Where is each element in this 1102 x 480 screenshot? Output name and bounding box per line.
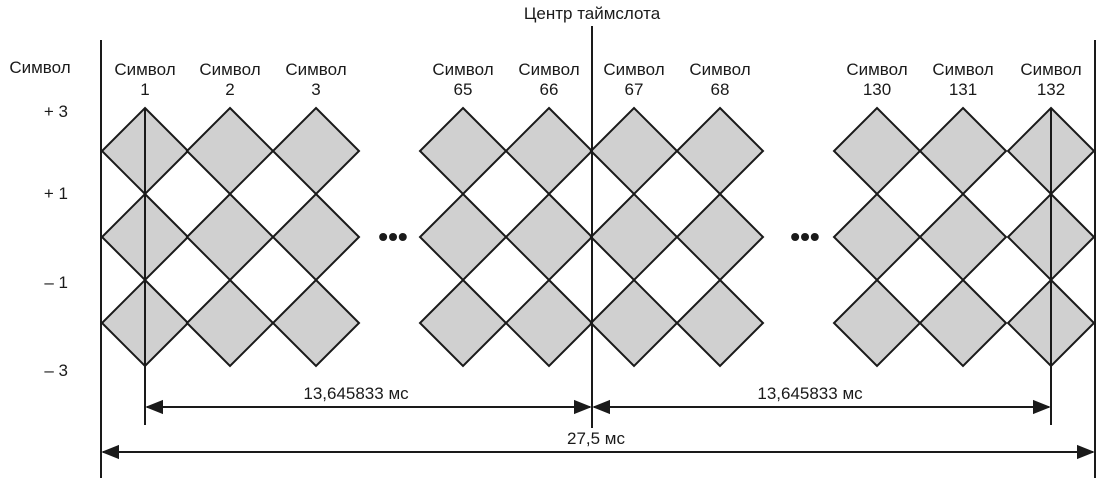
symbol-diamond xyxy=(185,192,275,282)
symbol-diamond xyxy=(832,106,922,196)
symbol-diamond xyxy=(918,106,1008,196)
svg-text:68: 68 xyxy=(711,80,730,99)
symbol-label: Символ 132 xyxy=(1020,60,1081,99)
symbol-diamond xyxy=(675,278,765,368)
svg-text:Символ: Символ xyxy=(199,60,260,79)
symbol-diamond-grid xyxy=(100,106,1096,368)
symbol-label: Символ 67 xyxy=(603,60,664,99)
symbol-diamond xyxy=(418,106,508,196)
svg-text:66: 66 xyxy=(540,80,559,99)
svg-text:Символ: Символ xyxy=(285,60,346,79)
symbol-diamond xyxy=(185,278,275,368)
symbol-diamond xyxy=(185,106,275,196)
svg-text:Символ: Символ xyxy=(689,60,750,79)
symbol-label: Символ 2 xyxy=(199,60,260,99)
level-axis-label: Символ xyxy=(9,58,70,77)
svg-text:132: 132 xyxy=(1037,80,1065,99)
ellipsis-gap: ••• xyxy=(790,221,819,252)
symbol-diamond xyxy=(418,278,508,368)
timeslot-center-label: Центр таймслота xyxy=(524,4,661,23)
svg-text:2: 2 xyxy=(225,80,234,99)
symbol-label: Символ 1 xyxy=(114,60,175,99)
svg-text:Символ: Символ xyxy=(1020,60,1081,79)
symbol-diamond xyxy=(675,106,765,196)
svg-text:65: 65 xyxy=(454,80,473,99)
svg-text:Символ: Символ xyxy=(603,60,664,79)
svg-text:Символ: Символ xyxy=(432,60,493,79)
svg-text:Символ: Символ xyxy=(846,60,907,79)
symbol-label: Символ 3 xyxy=(285,60,346,99)
symbol-diamond xyxy=(589,192,679,282)
level-label: + 1 xyxy=(44,184,68,203)
level-label: – 1 xyxy=(44,273,68,292)
svg-text:Символ: Символ xyxy=(114,60,175,79)
symbol-diamond xyxy=(504,278,594,368)
symbol-diamond xyxy=(832,192,922,282)
symbol-diamond xyxy=(504,106,594,196)
symbol-diamond xyxy=(589,106,679,196)
svg-text:67: 67 xyxy=(625,80,644,99)
symbol-label: Символ 68 xyxy=(689,60,750,99)
ellipsis-gap: ••• xyxy=(378,221,407,252)
symbol-diamond xyxy=(589,278,679,368)
symbol-diamond xyxy=(675,192,765,282)
symbol-diamond xyxy=(504,192,594,282)
symbol-diamond xyxy=(271,192,361,282)
level-label: + 3 xyxy=(44,102,68,121)
symbol-label: Символ 131 xyxy=(932,60,993,99)
svg-text:1: 1 xyxy=(140,80,149,99)
symbol-diamond xyxy=(271,278,361,368)
first-half-duration-label: 13,645833 мс xyxy=(303,384,409,403)
svg-text:Символ: Символ xyxy=(932,60,993,79)
symbol-diamond xyxy=(271,106,361,196)
symbol-label: Символ 66 xyxy=(518,60,579,99)
svg-text:Символ: Символ xyxy=(518,60,579,79)
symbol-diamond xyxy=(918,278,1008,368)
svg-text:3: 3 xyxy=(311,80,320,99)
symbol-diamond xyxy=(832,278,922,368)
svg-text:130: 130 xyxy=(863,80,891,99)
level-label: – 3 xyxy=(44,361,68,380)
second-half-duration-label: 13,645833 мс xyxy=(757,384,863,403)
svg-text:131: 131 xyxy=(949,80,977,99)
symbol-label: Символ 130 xyxy=(846,60,907,99)
total-duration-label: 27,5 мс xyxy=(567,429,625,448)
symbol-diamond xyxy=(918,192,1008,282)
symbol-label: Символ 65 xyxy=(432,60,493,99)
symbol-diamond xyxy=(418,192,508,282)
